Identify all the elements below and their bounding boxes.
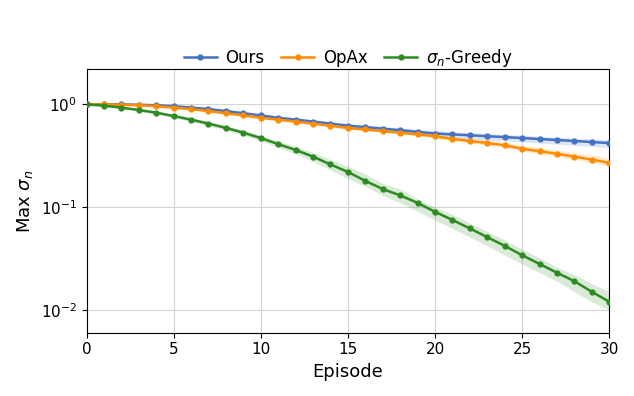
$\sigma_n$-Greedy	[309, 154, 317, 159]
$\sigma_n$-Greedy	[170, 114, 178, 118]
Ours	[449, 132, 456, 137]
$\sigma_n$-Greedy	[588, 289, 596, 294]
OpAx	[484, 141, 491, 145]
OpAx	[152, 104, 160, 109]
OpAx	[553, 151, 561, 156]
Ours	[536, 137, 543, 141]
X-axis label: Episode: Episode	[313, 363, 384, 381]
Ours	[519, 136, 526, 141]
$\sigma_n$-Greedy	[82, 102, 90, 107]
OpAx	[82, 102, 90, 107]
OpAx	[344, 126, 352, 130]
OpAx	[205, 109, 212, 114]
Ours	[100, 102, 108, 107]
OpAx	[117, 103, 125, 107]
$\sigma_n$-Greedy	[396, 193, 404, 198]
$\sigma_n$-Greedy	[205, 121, 212, 126]
OpAx	[396, 130, 404, 135]
OpAx	[466, 139, 474, 143]
Ours	[414, 129, 422, 134]
Ours	[553, 138, 561, 143]
Ours	[571, 139, 578, 143]
OpAx	[414, 132, 422, 137]
$\sigma_n$-Greedy	[292, 148, 299, 152]
OpAx	[379, 129, 387, 133]
Line: $\sigma_n$-Greedy: $\sigma_n$-Greedy	[84, 102, 612, 304]
Line: Ours: Ours	[84, 102, 612, 145]
$\sigma_n$-Greedy	[484, 235, 491, 240]
Ours	[240, 111, 247, 116]
$\sigma_n$-Greedy	[553, 270, 561, 275]
Ours	[605, 141, 613, 145]
OpAx	[309, 121, 317, 126]
$\sigma_n$-Greedy	[414, 200, 422, 205]
Line: OpAx: OpAx	[84, 102, 612, 165]
Ours	[396, 128, 404, 133]
Ours	[344, 123, 352, 128]
Ours	[588, 140, 596, 145]
Y-axis label: Max $\sigma_n$: Max $\sigma_n$	[15, 169, 35, 233]
Ours	[275, 115, 282, 120]
OpAx	[361, 127, 369, 132]
$\sigma_n$-Greedy	[240, 130, 247, 135]
$\sigma_n$-Greedy	[571, 279, 578, 284]
$\sigma_n$-Greedy	[135, 108, 143, 112]
Ours	[466, 133, 474, 138]
Ours	[222, 109, 230, 114]
OpAx	[501, 143, 508, 148]
Ours	[379, 126, 387, 131]
Ours	[309, 119, 317, 124]
$\sigma_n$-Greedy	[466, 226, 474, 231]
Ours	[135, 103, 143, 107]
$\sigma_n$-Greedy	[187, 117, 195, 122]
Ours	[187, 105, 195, 110]
$\sigma_n$-Greedy	[361, 179, 369, 183]
Ours	[257, 113, 264, 118]
OpAx	[135, 103, 143, 108]
$\sigma_n$-Greedy	[449, 217, 456, 222]
$\sigma_n$-Greedy	[431, 209, 439, 214]
$\sigma_n$-Greedy	[519, 253, 526, 258]
Ours	[117, 102, 125, 107]
$\sigma_n$-Greedy	[536, 262, 543, 267]
Ours	[484, 134, 491, 139]
$\sigma_n$-Greedy	[501, 244, 508, 248]
OpAx	[257, 115, 264, 120]
$\sigma_n$-Greedy	[257, 136, 264, 141]
OpAx	[327, 123, 334, 128]
$\sigma_n$-Greedy	[379, 187, 387, 191]
OpAx	[187, 107, 195, 111]
OpAx	[431, 134, 439, 139]
$\sigma_n$-Greedy	[605, 299, 613, 304]
Ours	[501, 135, 508, 139]
$\sigma_n$-Greedy	[275, 142, 282, 147]
$\sigma_n$-Greedy	[344, 169, 352, 174]
OpAx	[170, 105, 178, 110]
OpAx	[588, 157, 596, 162]
OpAx	[275, 117, 282, 122]
$\sigma_n$-Greedy	[117, 105, 125, 110]
Legend: Ours, OpAx, $\sigma_n$-Greedy: Ours, OpAx, $\sigma_n$-Greedy	[177, 40, 519, 76]
Ours	[170, 104, 178, 109]
OpAx	[519, 147, 526, 151]
OpAx	[536, 149, 543, 154]
OpAx	[605, 160, 613, 165]
OpAx	[240, 113, 247, 118]
Ours	[205, 107, 212, 111]
Ours	[431, 131, 439, 136]
OpAx	[571, 154, 578, 159]
Ours	[82, 102, 90, 107]
$\sigma_n$-Greedy	[152, 110, 160, 115]
OpAx	[222, 111, 230, 116]
OpAx	[292, 119, 299, 124]
$\sigma_n$-Greedy	[327, 162, 334, 167]
Ours	[361, 125, 369, 129]
Ours	[152, 103, 160, 108]
$\sigma_n$-Greedy	[222, 126, 230, 130]
OpAx	[449, 137, 456, 141]
$\sigma_n$-Greedy	[100, 103, 108, 108]
Ours	[292, 117, 299, 122]
OpAx	[100, 102, 108, 107]
Ours	[327, 121, 334, 126]
